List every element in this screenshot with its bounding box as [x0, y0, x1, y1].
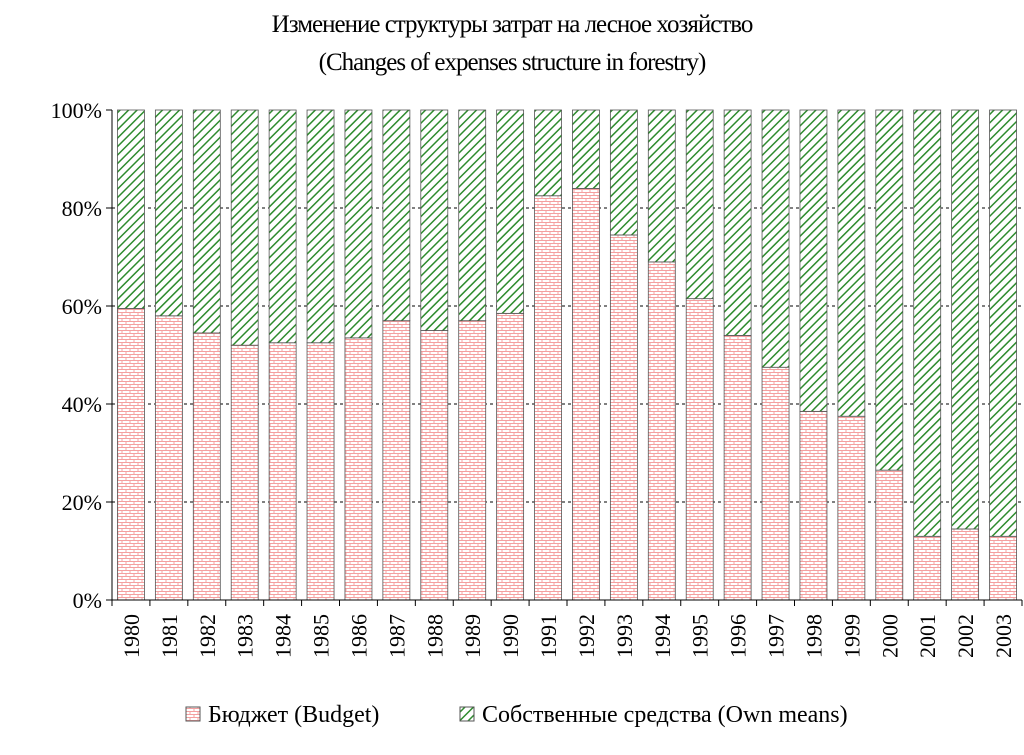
bar-own-means [420, 109, 449, 331]
bar-budget [230, 344, 259, 601]
x-tick-label: 1988 [422, 614, 447, 658]
y-tick-labels: 0% 20% 40% 60% 80% 100% [51, 98, 102, 613]
x-tick-label: 1984 [271, 614, 296, 658]
bar-own-means [382, 109, 411, 322]
x-tick-label: 1997 [764, 614, 789, 658]
chart-subtitle: (Changes of expenses structure in forest… [319, 49, 706, 76]
bar-own-means [761, 109, 790, 368]
bar-own-means [268, 109, 297, 344]
bar-budget [154, 315, 183, 601]
bar-own-means [799, 109, 828, 412]
bar-own-means [837, 109, 866, 417]
x-tick-label: 1993 [612, 614, 637, 658]
bar-own-means [647, 109, 676, 263]
bar-budget [647, 261, 676, 601]
bar-budget [192, 332, 221, 601]
bar-budget [951, 528, 980, 601]
x-tick-label: 1983 [233, 614, 258, 658]
x-tick-label: 2000 [877, 614, 902, 658]
x-tick-label: 1985 [309, 614, 334, 658]
bar-own-means [951, 109, 980, 530]
bar-own-means [685, 109, 714, 300]
bar-own-means [192, 109, 221, 334]
y-tick-label: 20% [62, 490, 102, 515]
chart-title: Изменение структуры затрат на лесное хоз… [272, 11, 753, 38]
bar-own-means [154, 109, 183, 317]
y-tick-label: 60% [62, 294, 102, 319]
x-tick-label: 1991 [536, 614, 561, 658]
legend-label-own-means: Собственные средства (Own means) [482, 702, 848, 728]
bar-own-means [723, 109, 752, 336]
bar-own-means [458, 109, 487, 322]
bar-budget [382, 320, 411, 601]
x-tick-label: 1999 [839, 614, 864, 658]
x-tick-label: 2003 [991, 614, 1016, 658]
legend-swatch-own-means [459, 706, 475, 722]
bar-budget [799, 410, 828, 601]
gridlines [112, 207, 1022, 503]
bar-own-means [572, 109, 600, 189]
bar-own-means [306, 109, 335, 344]
bar-own-means [875, 109, 904, 471]
x-tick-label: 1980 [119, 614, 144, 658]
x-tick-label: 1987 [384, 614, 409, 658]
bar-budget [685, 298, 714, 601]
x-tick-label: 1981 [157, 614, 182, 658]
bar-budget [609, 234, 638, 601]
y-tick-label: 80% [62, 196, 102, 221]
x-tick-label: 1995 [688, 614, 713, 658]
axes [106, 109, 1023, 606]
x-tick-labels: 1980 1981 1982 1983 1984 1985 1986 1987 1988 1989… [119, 614, 1016, 658]
y-tick-label: 0% [73, 588, 102, 613]
x-tick-label: 1996 [726, 614, 751, 658]
bars [117, 109, 1017, 601]
bar-budget [420, 330, 449, 601]
bar-budget [117, 308, 145, 601]
x-tick-label: 1989 [460, 614, 485, 658]
bar-own-means [496, 109, 525, 314]
x-tick-label: 1986 [346, 614, 371, 658]
x-tick-label: 2002 [953, 614, 978, 658]
bar-budget [761, 366, 790, 601]
bar-own-means [913, 109, 942, 537]
legend: Бюджет (Budget) Собственные средства (Ow… [185, 702, 848, 728]
bar-own-means [989, 109, 1017, 537]
bar-own-means [117, 109, 145, 309]
bar-own-means [534, 109, 562, 197]
bar-budget [268, 342, 297, 601]
x-tick-label: 1992 [574, 614, 599, 658]
bar-budget [875, 469, 904, 601]
bar-budget [837, 415, 866, 601]
bar-budget [306, 342, 335, 601]
bar-budget [534, 195, 562, 601]
bar-budget [989, 535, 1017, 601]
bar-own-means [230, 109, 259, 346]
x-tick-label: 1998 [801, 614, 826, 658]
y-tick-label: 40% [62, 392, 102, 417]
bar-own-means [344, 109, 373, 339]
bar-budget [913, 535, 942, 601]
x-tick-label: 1982 [195, 614, 220, 658]
bar-budget [572, 187, 600, 601]
bar-budget [344, 337, 373, 601]
bar-budget [496, 312, 525, 601]
legend-label-budget: Бюджет (Budget) [208, 702, 379, 728]
bar-budget [458, 320, 487, 601]
x-tick-label: 2001 [915, 614, 940, 658]
x-tick-label: 1994 [650, 614, 675, 658]
y-tick-label: 100% [51, 98, 102, 123]
x-tick-label: 1990 [498, 614, 523, 658]
legend-swatch-budget [185, 706, 201, 722]
bar-budget [723, 334, 752, 601]
bar-own-means [609, 109, 638, 236]
